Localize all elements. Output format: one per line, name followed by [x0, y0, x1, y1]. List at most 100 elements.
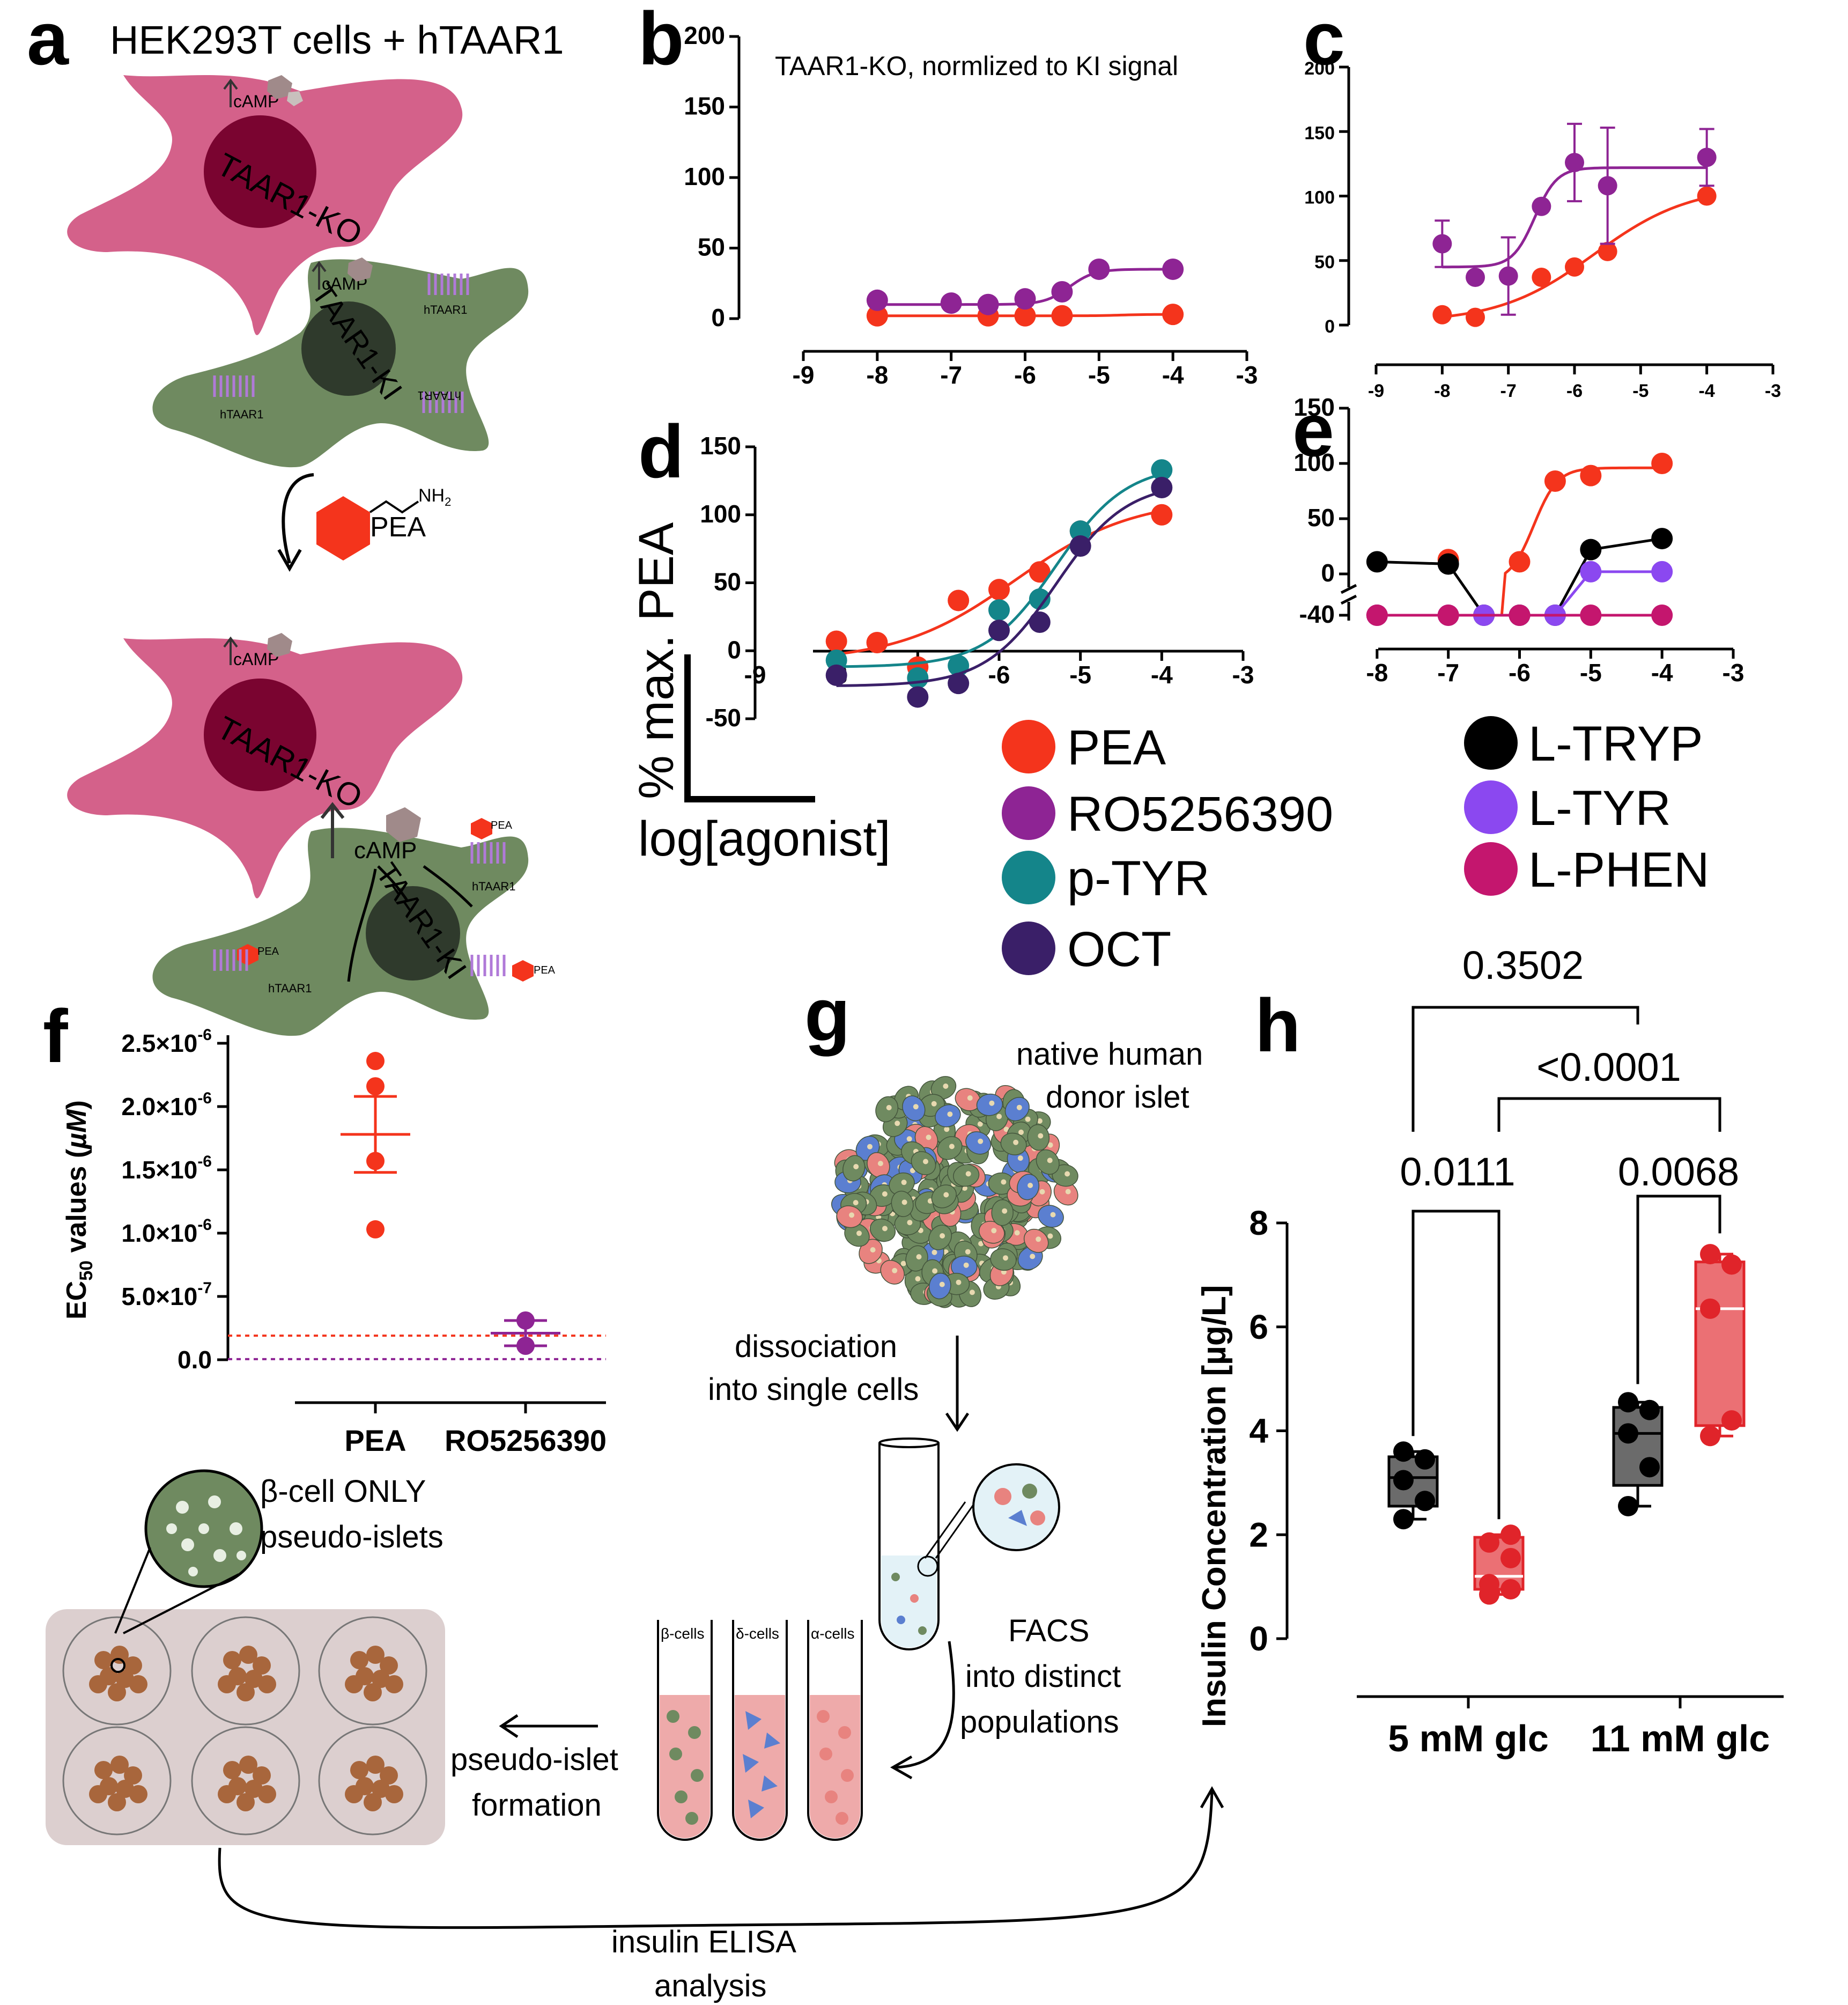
islet-cell-nucleus [926, 1134, 932, 1140]
legend-bd: PEA RO5256390 p-TYR OCT [1002, 720, 1333, 977]
facs-arrow-icon [890, 1641, 955, 1780]
well [62, 1726, 172, 1836]
x-tick-label: 5 mM glc [1388, 1717, 1549, 1759]
receptor-helix-icon [213, 274, 469, 413]
data-point-pea [1162, 304, 1184, 326]
islet-cell-nucleus [913, 1104, 919, 1110]
data-point-ro5256390 [516, 1311, 535, 1330]
chart-b: 0 50 100 150 200 -9 -8 -7 -6 -5 -4 -3 [684, 21, 1258, 389]
islet-cell-nucleus [901, 1199, 907, 1205]
data-point-l-phen [1366, 605, 1388, 626]
islet-cell-nucleus [1016, 1104, 1022, 1110]
x-tick-label: -5 [1069, 661, 1091, 689]
data-point-p-tyr [1069, 520, 1091, 542]
x-tick-label: -4 [1162, 361, 1184, 389]
pea-chain [369, 500, 419, 514]
data-point-p-tyr [988, 599, 1010, 621]
data-point-oct [825, 664, 847, 686]
islet-cell-nucleus [895, 1121, 900, 1126]
y-tick-label: 1.0×10-6 [121, 1216, 212, 1247]
panel-a: a HEK293T cells + hTAAR1 TAAR1-KO cAMP T… [27, 0, 564, 1036]
y-tick-label: 2.5×10-6 [121, 1026, 212, 1057]
data-point-grey-box [1393, 1509, 1414, 1530]
panel-b-title: TAAR1-KO, normlized to KI signal [775, 51, 1178, 81]
data-point-pea [1598, 241, 1617, 261]
legend-label-ltyr: L-TYR [1528, 781, 1671, 836]
data-point-pea [1014, 305, 1036, 327]
ylabel-h: Insulin Concentration [µg/L] [1196, 1285, 1233, 1727]
up-arrow-icon [223, 78, 238, 107]
islet-cell-nucleus [892, 1267, 898, 1273]
tick-exponent: -6 [197, 1089, 212, 1107]
pseudo-islet [110, 1756, 129, 1774]
pseudo-islet [364, 1793, 382, 1811]
significance-bracket [1636, 1195, 1721, 1384]
data-point-grey-box [1415, 1449, 1435, 1470]
data-point-pea [366, 1220, 385, 1239]
data-point-red-box [1500, 1524, 1521, 1545]
islet-cell-nucleus [867, 1144, 873, 1149]
panel-letter-f: f [43, 994, 68, 1078]
panel-letter-a: a [27, 0, 69, 80]
data-point-pea [366, 1052, 385, 1071]
pseudo-islet [124, 1656, 142, 1675]
legend-marker-ptyr [1002, 851, 1055, 904]
x-tick-label: -5 [1580, 659, 1602, 687]
islet-cell-nucleus [906, 1136, 912, 1142]
y-tick-label: 50 [1314, 252, 1335, 272]
pea-small-label: PEA [257, 946, 279, 957]
data-point-ro5256390 [977, 293, 999, 315]
x-tick-label: PEA [344, 1424, 406, 1457]
x-tick-label: -7 [1500, 381, 1517, 401]
x-tick-label: -5 [1632, 381, 1649, 401]
data-point-pea [1532, 268, 1551, 288]
p-value-label: 0.0068 [1618, 1149, 1739, 1194]
ki-cell-top: TAAR1-KI cAMP hTAAR1 hTAAR1 hTAAR1 [152, 257, 529, 468]
pseudo-islet [223, 1761, 241, 1779]
islet-cell-nucleus [1013, 1139, 1019, 1145]
islet-cell-nucleus [943, 1192, 949, 1198]
x-tick-label: -8 [1366, 659, 1388, 687]
pseudo-islet [129, 1785, 147, 1803]
islet-cell-nucleus [944, 1126, 950, 1132]
x-tick-label: -4 [1699, 381, 1715, 401]
data-point-pea [1151, 504, 1173, 526]
mean-sem-pea [341, 1095, 410, 1174]
pseudo-islet [239, 1646, 257, 1664]
data-point-grey-box [1639, 1457, 1660, 1478]
y-tick-label: 150 [1304, 123, 1335, 143]
data-point-pea [988, 579, 1010, 601]
data-point-p-tyr [1029, 588, 1051, 610]
y-tick-label: 5.0×10-7 [121, 1279, 212, 1310]
pseudo-islet-label-1: pseudo-islet [450, 1742, 618, 1777]
pseudo-islet [218, 1785, 236, 1803]
islet-cell-nucleus [1047, 1158, 1053, 1163]
data-point-ro5256390 [1532, 196, 1551, 216]
up-arrow-icon [320, 802, 345, 858]
data-point-ro5256390 [940, 292, 962, 314]
ko-cell-top: TAAR1-KO cAMP [67, 75, 463, 335]
x-tick-label: -9 [1368, 381, 1384, 401]
data-point-ro5256390 [1051, 281, 1073, 303]
islet-cell-nucleus [1003, 1255, 1008, 1261]
pea-hexagon-icon [471, 818, 492, 839]
x-tick-label: -9 [744, 661, 766, 689]
pseudo-islet-label-2: formation [472, 1788, 602, 1823]
y-tick-label: 150 [1293, 393, 1335, 421]
islet-cell-nucleus [853, 1164, 859, 1169]
pseudo-islet [223, 1651, 241, 1669]
islet-cell-nucleus [1030, 1254, 1036, 1259]
pseudo-islet [89, 1675, 107, 1693]
islet-cell-nucleus [1050, 1212, 1056, 1218]
pea-addition: NH2 PEA [277, 473, 451, 572]
islet-cell-nucleus [882, 1226, 888, 1232]
data-point-l-phen [1437, 605, 1459, 626]
islet-cell-nucleus [977, 1121, 983, 1127]
x-tick-label: -6 [988, 661, 1010, 689]
panel-g: g native human donor islet dissociation … [46, 972, 1224, 2003]
well-plate [46, 1609, 445, 1845]
p-value-label: 0.3502 [1462, 943, 1584, 987]
panel-letter-h: h [1255, 983, 1301, 1067]
data-point-oct [1029, 611, 1051, 633]
islet-cell-nucleus [1018, 1129, 1024, 1135]
